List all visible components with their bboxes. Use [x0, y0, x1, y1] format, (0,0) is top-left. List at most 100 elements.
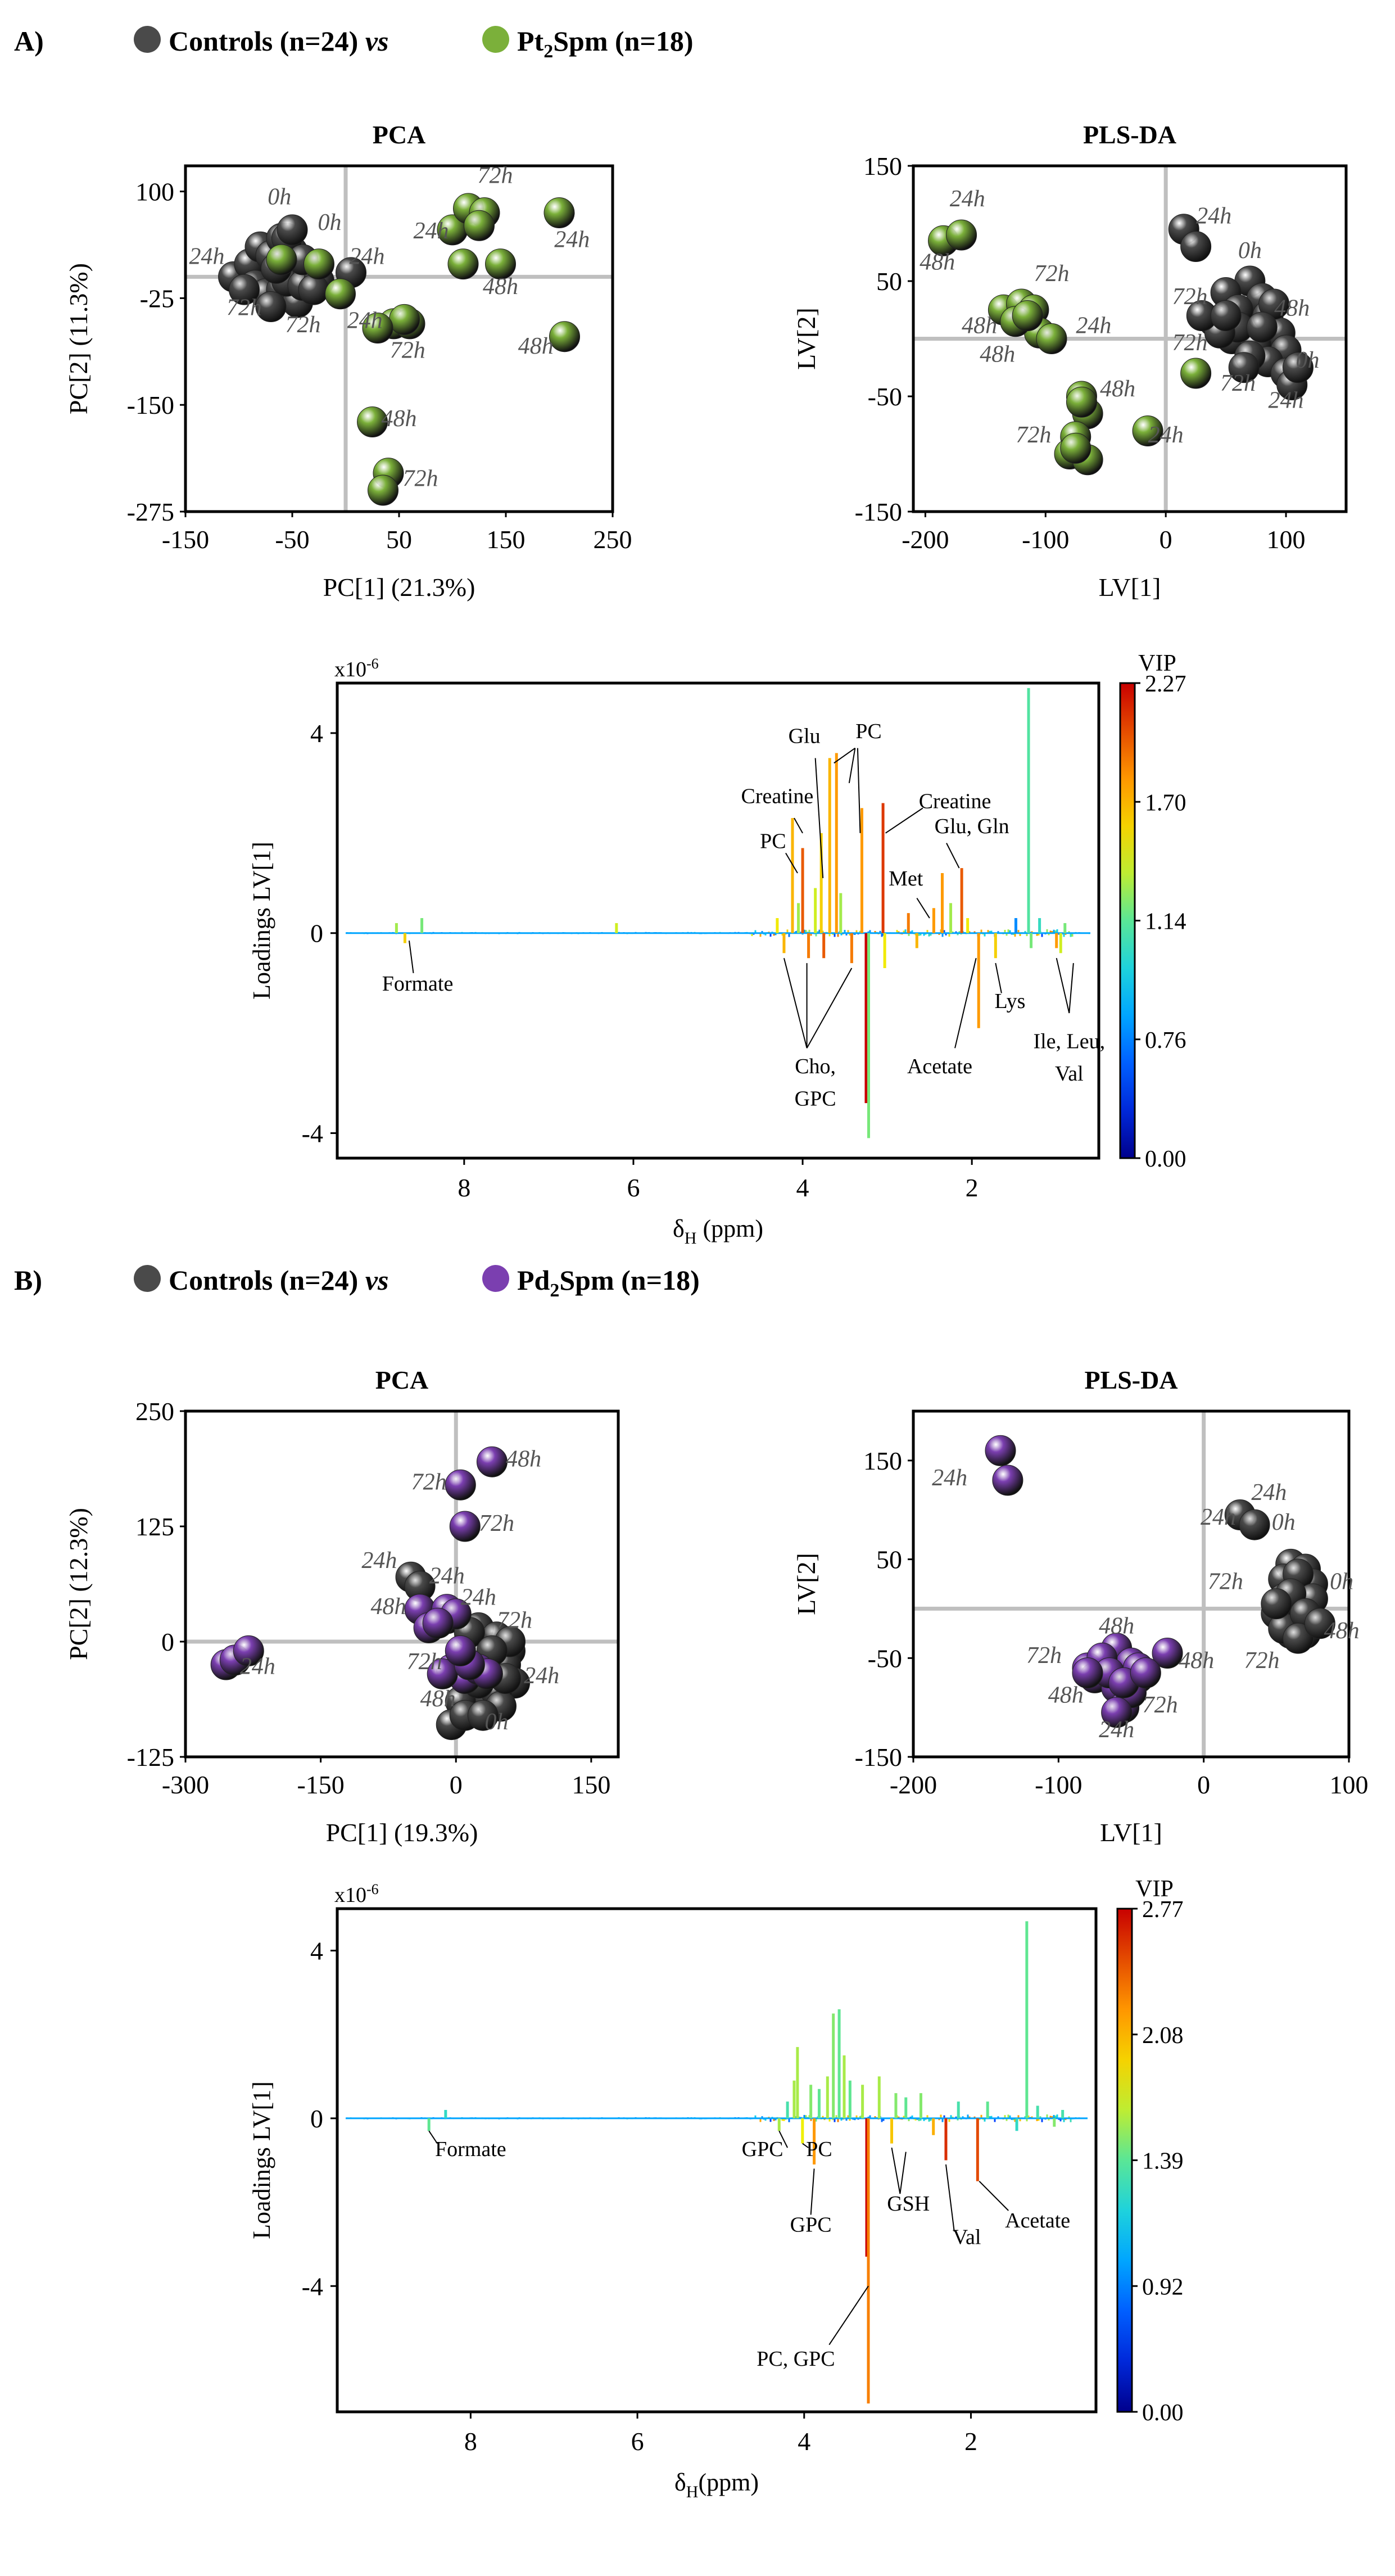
metabolite-label: PC — [855, 720, 881, 743]
time-label: 48h — [962, 313, 997, 338]
colorbar-tick-label: 1.14 — [1145, 909, 1186, 935]
data-point — [277, 214, 308, 246]
time-label: 0h — [1330, 1569, 1353, 1594]
leader-line — [806, 968, 853, 1049]
data-point — [357, 406, 388, 438]
leader-lines — [428, 2130, 1009, 2345]
y-tick-label: -125 — [127, 1743, 174, 1771]
data-point — [1261, 1588, 1292, 1620]
data-point — [233, 1635, 264, 1666]
y-tick-label: 50 — [876, 267, 902, 296]
leader-line — [954, 957, 977, 1049]
legend-controls-marker — [134, 1265, 161, 1292]
series-pd2spm — [985, 1435, 1183, 1728]
metabolite-label: GSH — [887, 2192, 930, 2216]
data-point — [476, 1446, 508, 1477]
x-label-sub: H — [685, 1229, 697, 1248]
data-point — [549, 321, 580, 352]
time-label: 24h — [1269, 388, 1304, 414]
metabolite-label: Lys — [994, 989, 1025, 1013]
series-controls — [1168, 214, 1314, 400]
data-point — [1130, 1657, 1161, 1689]
leader-line — [814, 758, 824, 878]
metabolite-label: Cho, — [795, 1055, 836, 1078]
metabolite-label: Glu, Gln — [935, 815, 1009, 838]
leader-line — [778, 2130, 788, 2148]
time-label: 24h — [461, 1584, 496, 1610]
colorbar-rect — [1116, 1908, 1133, 2413]
y-axis-label: LV[2] — [792, 1553, 821, 1615]
x-label-main: δ — [674, 2469, 686, 2496]
colorbar-tick-label: 2.77 — [1142, 1897, 1184, 1923]
time-label: 24h — [189, 244, 225, 270]
time-label: 48h — [483, 274, 518, 300]
metabolite-label: GPC — [742, 2137, 783, 2161]
time-label: 48h — [1179, 1648, 1214, 1674]
data-point — [449, 1511, 481, 1542]
data-point — [304, 248, 334, 280]
legend-pd2spm-marker — [482, 1265, 509, 1292]
data-point — [1101, 1697, 1133, 1728]
plot-frame — [184, 1409, 620, 1759]
y-tick-label: 100 — [135, 178, 174, 206]
leader-lines — [408, 747, 1074, 1049]
x-tick-label: -50 — [275, 525, 309, 554]
x-tick-label: 2 — [964, 2427, 977, 2456]
chart-title: PLS-DA — [1083, 120, 1176, 149]
time-label: 72h — [1143, 1692, 1178, 1718]
y-tick-label: -150 — [855, 1743, 902, 1771]
chart-title: PCA — [373, 120, 426, 149]
colorbar-tick-label: 2.08 — [1142, 2023, 1184, 2049]
x-axis-label: δH(ppm) — [674, 2469, 759, 2501]
chart-title: PLS-DA — [1084, 1366, 1177, 1394]
leader-line — [857, 748, 861, 833]
time-label: 24h — [414, 218, 449, 244]
leader-line — [802, 2143, 809, 2148]
x-tick-label: -150 — [297, 1770, 344, 1799]
chart-b-loadings: x10-6 Formate GPC PC GPC GSH Val Acetate PC, GPC… — [248, 1876, 1184, 2501]
exponent-sup: -6 — [366, 1881, 379, 1897]
plot-frame — [336, 681, 1100, 1160]
time-label: 24h — [1251, 1480, 1287, 1506]
time-label: 24h — [1099, 1717, 1134, 1743]
metabolite-label: Val — [953, 2226, 981, 2249]
time-label: 72h — [1208, 1569, 1243, 1594]
colorbar-rect — [1119, 682, 1136, 1159]
time-label: 72h — [1244, 1648, 1280, 1674]
x-axis-label: PC[1] (19.3%) — [326, 1818, 478, 1847]
legend-pt2spm-marker — [482, 26, 509, 53]
time-label: 24h — [950, 186, 985, 212]
y-tick-label: -4 — [302, 2272, 323, 2301]
y-tick-label: -50 — [868, 382, 902, 411]
time-label: 72h — [411, 1469, 447, 1495]
colorbar-tick-label: 0.00 — [1145, 1146, 1186, 1172]
data-point — [1132, 415, 1163, 446]
panel-a-letter: A) — [14, 25, 44, 57]
leader-line — [899, 2152, 907, 2194]
x-tick-label: 8 — [464, 2427, 477, 2456]
time-label: 72h — [1220, 370, 1256, 396]
colorbar-title: VIP — [1135, 1876, 1174, 1902]
time-label: 48h — [1048, 1682, 1084, 1708]
time-label: 48h — [382, 406, 417, 432]
leader-line — [891, 2147, 901, 2194]
panel-b-letter: B) — [14, 1264, 42, 1296]
data-point — [1304, 1608, 1335, 1639]
colorbar-tick-label: 0.00 — [1142, 2400, 1184, 2426]
time-label: 48h — [518, 333, 554, 359]
time-label: 72h — [227, 295, 262, 321]
exponent-base: x10 — [334, 658, 366, 681]
series-pt2spm — [927, 219, 1212, 476]
y-tick-label: 0 — [310, 919, 323, 948]
data-point — [467, 1700, 499, 1731]
y-tick-label: 4 — [310, 719, 323, 748]
time-label: 24h — [429, 1563, 465, 1589]
data-point — [1210, 300, 1242, 331]
y-tick-label: -25 — [140, 284, 174, 313]
x-label-sub: H — [686, 2483, 699, 2501]
time-label: 0h — [484, 1709, 508, 1735]
exponent-base: x10 — [334, 1883, 366, 1907]
